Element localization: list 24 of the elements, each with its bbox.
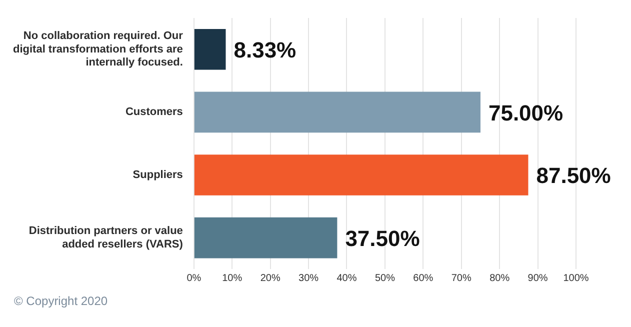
x-tick-label: 100% xyxy=(563,272,589,284)
data-label: 75.00% xyxy=(488,100,564,126)
data-label: 8.33% xyxy=(234,37,296,62)
bar xyxy=(194,28,226,70)
bar xyxy=(194,92,480,133)
x-tick-label: 60% xyxy=(413,272,434,284)
y-tick-label: Distribution partners or value added resellers (VARS) xyxy=(28,225,184,250)
x-tick-label: 70% xyxy=(451,272,472,284)
y-tick-label: Customers xyxy=(125,106,183,118)
x-tick-label: 80% xyxy=(490,272,510,284)
x-tick-label: 40% xyxy=(336,272,357,284)
data-label: 87.50% xyxy=(536,163,611,188)
text: © Copyright 2020 xyxy=(14,294,108,308)
x-tick-label: 30% xyxy=(298,272,319,284)
x-tick-label: 90% xyxy=(528,272,548,284)
x-tick-label: 50% xyxy=(374,272,396,284)
y-tick-label: Suppliers xyxy=(132,169,183,182)
x-tick-label: 0% xyxy=(186,272,202,284)
data-label: 37.50% xyxy=(345,226,420,251)
y-tick-label: No collaboration required. Our digital transformation efforts are internally focused. xyxy=(12,30,184,69)
bar xyxy=(194,217,338,258)
x-tick-label: 10% xyxy=(222,272,242,284)
x-tick-label: 20% xyxy=(260,272,280,284)
bar xyxy=(194,154,528,196)
